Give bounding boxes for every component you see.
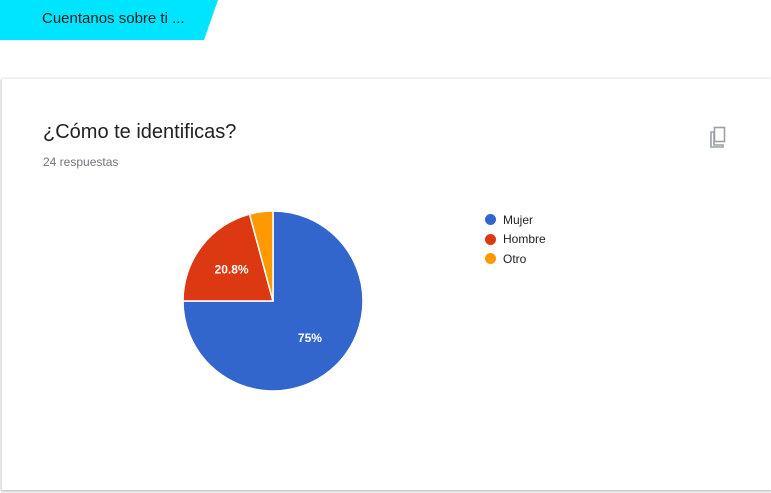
legend-label: Hombre [503, 232, 546, 247]
data-label-mujer: 75% [298, 331, 322, 345]
legend-swatch [485, 233, 496, 245]
legend-swatch [485, 214, 496, 226]
data-label-hombre: 20.8% [215, 262, 249, 276]
question-title: ¿Cómo te identificas? [43, 121, 237, 143]
legend-label: Mujer [503, 212, 534, 227]
legend-swatch [485, 253, 496, 265]
copy-icon [710, 126, 726, 148]
question-summary-card: ¿Cómo te identificas? 24 respuestas 75% 2… [1, 79, 771, 491]
copy-chart-button[interactable] [703, 123, 729, 149]
pie-chart: 75% 20.8% [182, 210, 364, 392]
chart-legend: Mujer Hombre Otro [485, 210, 546, 269]
legend-item-hombre[interactable]: Hombre [485, 230, 546, 250]
section-header-tab: Cuentanos sobre ti ... [0, 0, 218, 40]
legend-label: Otro [503, 251, 527, 266]
legend-item-mujer[interactable]: Mujer [485, 210, 546, 230]
section-tab-shape [0, 0, 218, 40]
legend-item-otro[interactable]: Otro [485, 249, 546, 269]
pie-slice-otro[interactable] [248, 210, 274, 302]
section-title: Cuentanos sobre ti ... [42, 10, 185, 27]
pie-slice-hombre[interactable] [182, 213, 274, 302]
response-count: 24 respuestas [43, 155, 119, 169]
